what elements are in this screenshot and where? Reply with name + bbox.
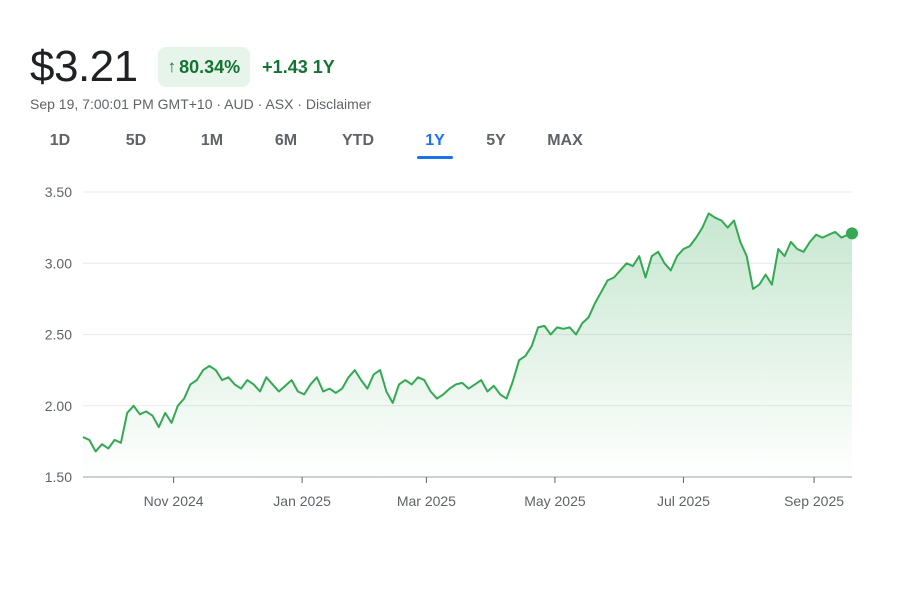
quote-header: $3.21 ↑ 80.34% +1.43 1Y (30, 42, 335, 92)
x-tick-label: Jul 2025 (657, 493, 710, 509)
x-axis: Nov 2024 Jan 2025 Mar 2025 May 2025 Jul 2025… (144, 477, 844, 509)
time-range-tabs: 1D 5D 1M 6M YTD 1Y 5Y MAX (36, 128, 587, 159)
tab-max[interactable]: MAX (547, 132, 583, 149)
x-tick-label: Mar 2025 (397, 493, 456, 509)
tab-ytd[interactable]: YTD (342, 132, 374, 149)
tab-1y[interactable]: 1Y (417, 128, 453, 159)
tab-1m[interactable]: 1M (200, 132, 224, 149)
meta-separator: · (212, 96, 225, 112)
y-tick-label: 1.50 (45, 469, 72, 485)
meta-separator: · (293, 96, 306, 112)
current-price: $3.21 (30, 42, 138, 91)
change-percent-value: 80.34% (179, 56, 241, 77)
tab-1d[interactable]: 1D (49, 132, 71, 149)
quote-currency: AUD (224, 96, 254, 112)
disclaimer-link[interactable]: Disclaimer (305, 96, 372, 112)
y-tick-label: 3.50 (45, 184, 72, 200)
quote-exchange: ASX (265, 96, 294, 112)
change-percent-badge: ↑ 80.34% (157, 47, 251, 87)
quote-meta: Sep 19, 7:00:01 PM GMT+10 · AUD · ASX · … (30, 96, 371, 112)
price-line (82, 212, 853, 453)
x-tick-label: Jan 2025 (273, 493, 331, 509)
tab-5y[interactable]: 5Y (486, 132, 506, 149)
x-tick-label: May 2025 (524, 493, 586, 509)
current-price-marker (846, 227, 858, 240)
y-tick-label: 2.00 (45, 398, 72, 414)
meta-separator: · (253, 96, 266, 112)
arrow-up-icon: ↑ (167, 57, 177, 76)
y-tick-label: 3.00 (45, 255, 72, 271)
y-axis: 3.50 3.00 2.50 2.00 1.50 (45, 184, 72, 485)
x-tick-label: Nov 2024 (144, 493, 204, 509)
tab-6m[interactable]: 6M (274, 132, 298, 149)
quote-timestamp: Sep 19, 7:00:01 PM GMT+10 (30, 96, 213, 112)
change-absolute: +1.43 1Y (262, 56, 335, 77)
tab-5d[interactable]: 5D (125, 132, 147, 149)
x-tick-label: Sep 2025 (784, 493, 844, 509)
y-tick-label: 2.50 (45, 327, 72, 343)
price-area-fill (83, 213, 852, 477)
